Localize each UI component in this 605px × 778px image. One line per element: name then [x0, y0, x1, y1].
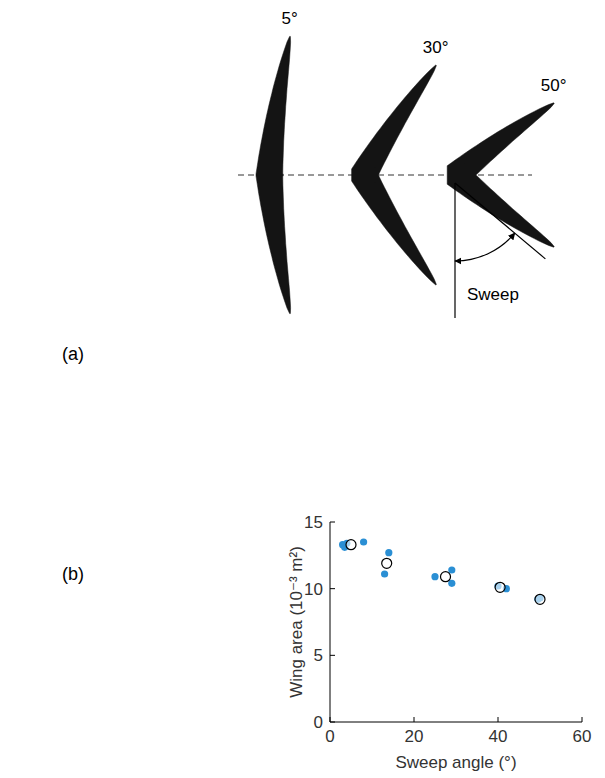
x-tick — [498, 717, 499, 722]
sweep-annotation: Sweep — [467, 285, 519, 304]
figure: (a) 5° 30° 50° Sweep (b) 0 20 40 60 0 5 10 15 Sweep an… — [0, 0, 605, 778]
vertical-reference — [454, 183, 455, 318]
panel-label: (a) — [62, 344, 84, 364]
y-tick — [330, 588, 335, 589]
y-axis-title: Wing area (10⁻³ m²) — [287, 546, 306, 698]
data-point — [381, 570, 388, 577]
y-tick — [330, 522, 335, 523]
wing-silhouette — [447, 103, 554, 247]
x-tick-label: 40 — [489, 727, 508, 746]
x-tick-label: 20 — [405, 727, 424, 746]
data-point — [382, 558, 392, 568]
data-point — [448, 580, 455, 587]
data-point — [431, 573, 438, 580]
x-tick — [582, 717, 583, 722]
y-tick-label: 10 — [304, 580, 323, 599]
marks — [339, 538, 545, 604]
y-tick-label: 5 — [314, 646, 323, 665]
data-point — [448, 566, 455, 573]
sweep-arc — [455, 233, 515, 261]
wing-silhouette — [352, 65, 437, 285]
sweep-label: 5° — [281, 9, 297, 28]
x-axis-title: Sweep angle (°) — [395, 753, 516, 772]
x-axis-line — [330, 722, 582, 723]
y-tick — [330, 655, 335, 656]
x-tick-label: 60 — [573, 727, 592, 746]
data-point — [495, 582, 505, 592]
wing-axis-line — [455, 183, 545, 259]
panel-label: (b) — [62, 564, 84, 584]
sweep-label: 50° — [541, 76, 567, 95]
x-tick — [330, 717, 331, 722]
y-tick — [330, 722, 335, 723]
y-axis-line — [330, 522, 331, 722]
sweep-label: 30° — [423, 38, 449, 57]
x-tick-label: 0 — [325, 727, 334, 746]
data-point — [441, 572, 451, 582]
y-tick-label: 0 — [314, 713, 323, 732]
axes: 0 20 40 60 0 5 10 15 — [304, 513, 591, 746]
x-tick — [414, 717, 415, 722]
wing-silhouette — [256, 36, 291, 313]
data-point — [346, 540, 356, 550]
data-point — [385, 549, 392, 556]
data-point — [535, 594, 545, 604]
data-point — [360, 538, 367, 545]
y-tick-label: 15 — [304, 513, 323, 532]
